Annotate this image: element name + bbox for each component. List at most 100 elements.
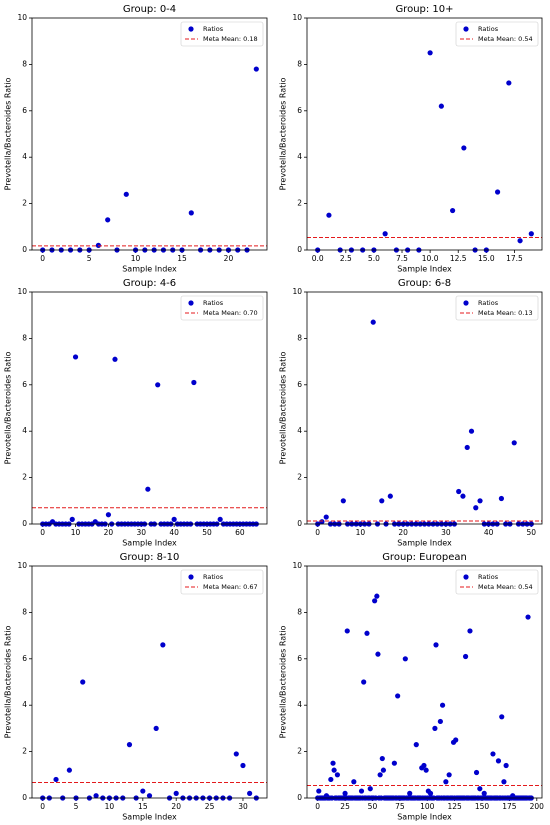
- y-tick-label: 10: [17, 13, 27, 22]
- legend-marker: [463, 26, 469, 32]
- x-tick-label: 10: [71, 528, 81, 537]
- data-point: [188, 210, 194, 216]
- subplot-title: Group: 4-6: [123, 278, 176, 289]
- y-tick-label: 6: [22, 106, 27, 115]
- data-point: [427, 50, 433, 56]
- data-point: [379, 498, 385, 504]
- data-point: [391, 760, 397, 766]
- data-point: [380, 767, 387, 773]
- data-point: [367, 786, 373, 792]
- x-tick-label: 150: [475, 802, 490, 811]
- legend-label: Meta Mean: 0.18: [203, 35, 258, 43]
- y-tick-label: 0: [22, 793, 27, 802]
- data-point: [511, 440, 517, 446]
- x-tick-label: 5.0: [368, 254, 380, 263]
- legend-box: [180, 569, 264, 595]
- x-tick-label: 30: [137, 528, 147, 537]
- legend-label: Meta Mean: 0.54: [478, 35, 533, 43]
- data-point: [462, 653, 469, 660]
- y-tick-label: 6: [297, 106, 302, 115]
- x-tick-label: 200: [530, 802, 545, 811]
- data-point: [379, 755, 385, 762]
- data-point: [528, 231, 534, 237]
- y-tick-label: 4: [22, 152, 27, 161]
- data-point: [233, 751, 239, 757]
- x-tick-label: 15.0: [478, 254, 495, 263]
- data-point: [319, 519, 325, 525]
- data-point: [413, 742, 419, 748]
- data-point: [438, 103, 444, 109]
- data-point: [375, 651, 381, 657]
- legend-label: Ratios: [478, 25, 499, 33]
- x-tick-label: 50: [202, 528, 212, 537]
- data-point: [432, 725, 438, 732]
- y-axis-label: Prevotella/Bacteroides Ratio: [4, 352, 13, 465]
- y-tick-label: 6: [297, 654, 302, 663]
- data-point: [468, 428, 475, 434]
- data-point: [407, 790, 413, 796]
- x-tick-label: 25: [340, 802, 350, 811]
- y-tick-label: 6: [297, 380, 302, 389]
- legend-label: Ratios: [203, 573, 224, 581]
- data-point: [364, 630, 370, 636]
- y-tick-label: 10: [17, 287, 27, 296]
- plot-frame: [306, 17, 543, 251]
- data-point: [525, 614, 531, 620]
- y-tick-label: 2: [297, 473, 302, 482]
- x-tick-label: 15: [138, 802, 148, 811]
- y-tick-label: 4: [22, 700, 27, 709]
- y-tick-label: 10: [292, 13, 302, 22]
- y-tick-label: 8: [22, 59, 27, 68]
- y-tick-label: 2: [297, 199, 302, 208]
- legend-label: Meta Mean: 0.54: [478, 583, 533, 591]
- x-tick-label: 30: [441, 528, 451, 537]
- data-point: [506, 80, 512, 86]
- data-point: [382, 231, 388, 237]
- x-axis-label: Sample Index: [397, 265, 452, 274]
- plot-frame: [31, 291, 268, 525]
- data-point: [499, 714, 505, 720]
- y-tick-label: 2: [22, 473, 27, 482]
- data-point: [160, 642, 166, 648]
- y-tick-label: 8: [22, 333, 27, 342]
- data-point: [481, 790, 487, 796]
- data-point: [427, 790, 434, 796]
- y-tick-label: 0: [297, 245, 302, 254]
- x-tick-label: 30: [238, 802, 248, 811]
- subplot-title: Group: European: [382, 552, 467, 563]
- y-axis-label: Prevotella/Bacteroides Ratio: [4, 78, 13, 191]
- data-point: [460, 493, 466, 499]
- data-point: [331, 767, 337, 773]
- legend-label: Ratios: [203, 25, 224, 33]
- data-point: [140, 788, 146, 794]
- data-point: [217, 516, 223, 522]
- y-tick-label: 8: [297, 607, 302, 616]
- data-point: [443, 779, 449, 785]
- y-tick-label: 2: [22, 199, 27, 208]
- x-tick-label: 40: [484, 528, 494, 537]
- x-axis-label: Sample Index: [122, 265, 177, 274]
- x-tick-label: 10: [105, 802, 115, 811]
- legend-label: Ratios: [478, 573, 499, 581]
- x-tick-label: 60: [235, 528, 245, 537]
- x-tick-label: 5: [74, 802, 79, 811]
- data-point: [240, 762, 246, 769]
- y-tick-label: 4: [22, 426, 27, 435]
- x-tick-label: 50: [368, 802, 378, 811]
- x-tick-label: 0: [315, 528, 320, 537]
- subplot-title: Group: 0-4: [123, 4, 176, 15]
- y-tick-label: 4: [297, 152, 302, 161]
- x-axis-label: Sample Index: [122, 813, 177, 822]
- x-tick-label: 7.5: [396, 254, 408, 263]
- legend-marker: [188, 574, 194, 580]
- x-tick-label: 10: [131, 254, 141, 263]
- data-point: [473, 505, 479, 511]
- x-tick-label: 0: [40, 528, 45, 537]
- data-point: [421, 762, 427, 769]
- y-tick-label: 0: [297, 793, 302, 802]
- data-point: [494, 189, 501, 195]
- legend-label: Ratios: [478, 299, 499, 307]
- legend-label: Meta Mean: 0.13: [478, 309, 533, 317]
